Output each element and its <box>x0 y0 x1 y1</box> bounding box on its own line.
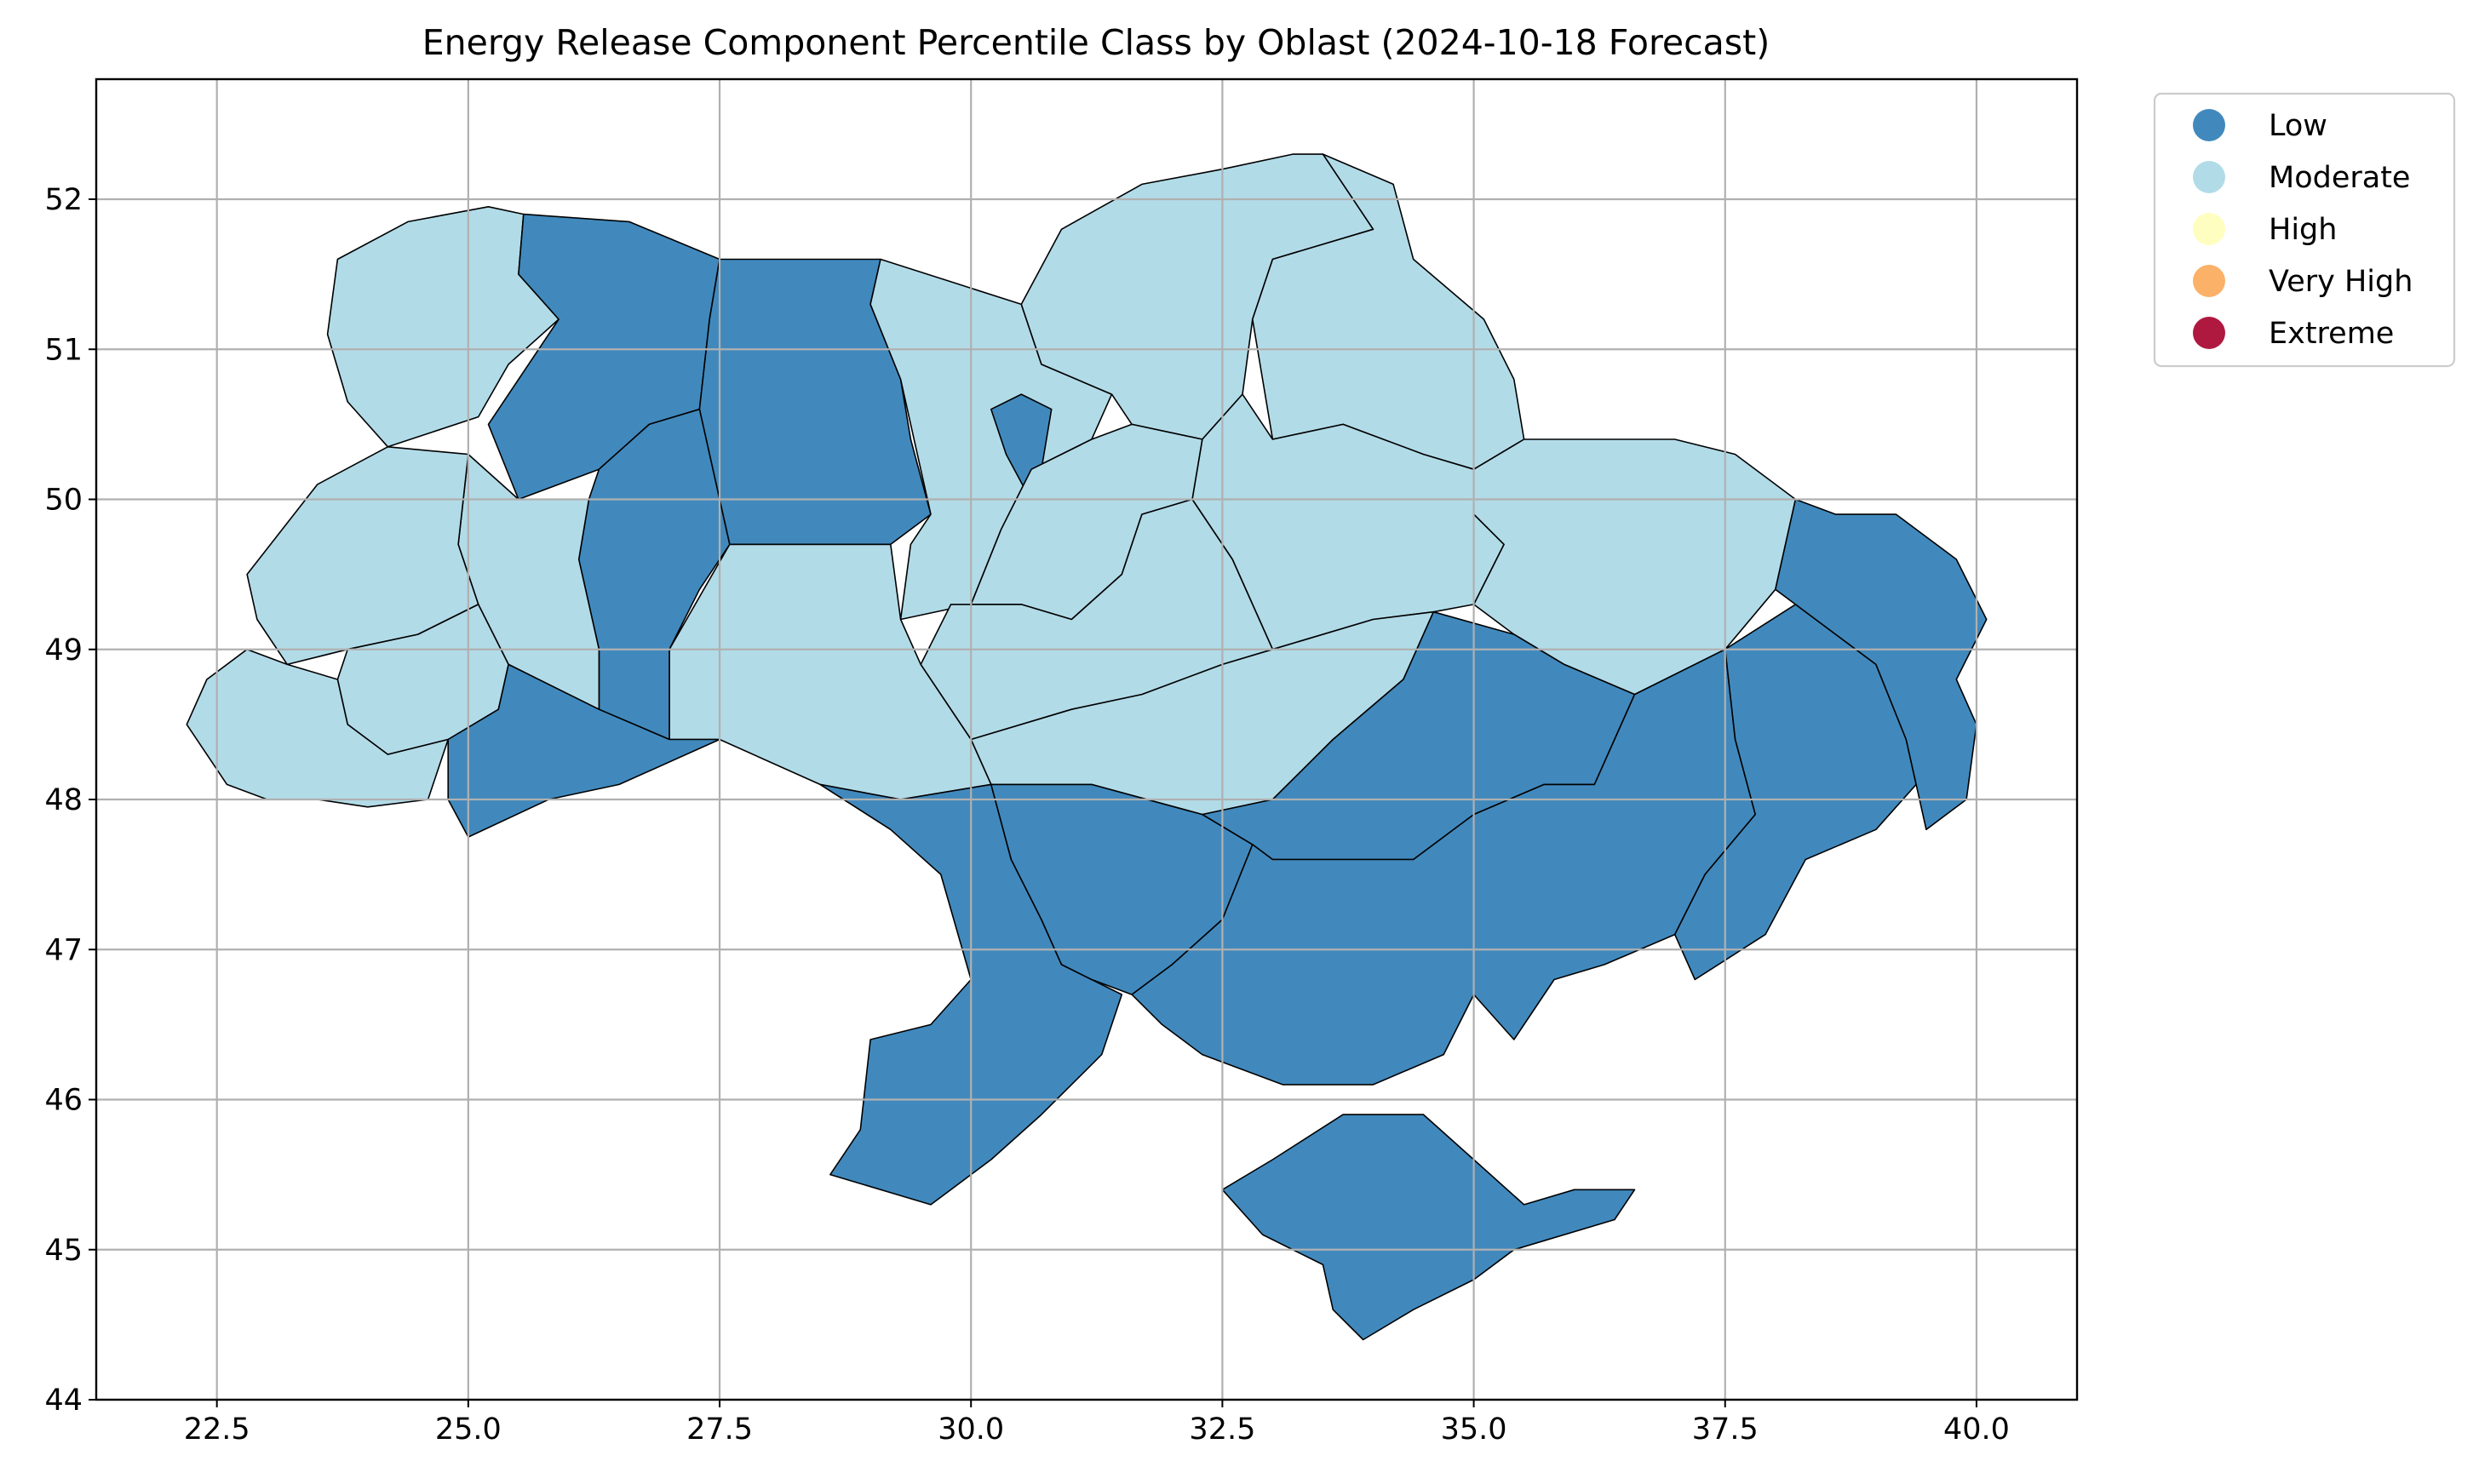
legend-box <box>2153 92 2456 368</box>
x-tick-label: 37.5 <box>1692 1412 1759 1447</box>
x-axis: 22.5 25.0 27.5 30.0 32.5 35.0 37.5 40.0 <box>184 1400 2010 1447</box>
legend-marker <box>2193 161 2225 193</box>
legend-marker <box>2193 109 2225 141</box>
y-tick-label: 45 <box>44 1234 83 1268</box>
y-tick-label: 50 <box>44 484 83 518</box>
plot-area: 22.5 25.0 27.5 30.0 32.5 35.0 37.5 40.0 4445464… <box>44 77 2079 1447</box>
x-tick-label: 30.0 <box>938 1412 1004 1447</box>
legend-marker <box>2193 317 2225 349</box>
x-tick-label: 25.0 <box>435 1412 502 1447</box>
legend-label: Moderate <box>2269 161 2410 195</box>
x-tick-label: 40.0 <box>1943 1412 2010 1447</box>
legend-marker <box>2193 213 2225 245</box>
y-tick-label: 46 <box>44 1084 83 1118</box>
legend-marker <box>2193 265 2225 297</box>
y-tick-label: 49 <box>44 633 83 668</box>
y-tick-label: 47 <box>44 933 83 967</box>
legend-label: Very High <box>2269 265 2413 299</box>
legend-label: Low <box>2269 109 2327 143</box>
chart-title: Energy Release Component Percentile Clas… <box>422 22 1770 63</box>
y-tick-label: 44 <box>44 1384 83 1418</box>
legend-items: Low Moderate High Very High Extreme <box>2193 109 2413 351</box>
grid-layer <box>96 79 2077 1401</box>
x-tick-label: 22.5 <box>184 1412 250 1447</box>
legend: Low Moderate High Very High Extreme <box>2153 92 2456 368</box>
oblast-region-27 <box>1221 1114 1636 1341</box>
y-tick-label: 51 <box>44 333 83 367</box>
x-tick-label: 27.5 <box>686 1412 753 1447</box>
legend-label: High <box>2269 213 2337 247</box>
oblast-region-1 <box>326 206 559 448</box>
y-tick-label: 52 <box>44 183 83 217</box>
legend-label: Extreme <box>2269 317 2394 351</box>
x-tick-label: 35.0 <box>1441 1412 1507 1447</box>
x-tick-label: 32.5 <box>1189 1412 1255 1447</box>
plot-frame <box>95 77 2079 1401</box>
y-axis: 44 45 46 47 48 49 50 51 52 <box>44 183 96 1418</box>
y-tick-label: 48 <box>44 783 83 817</box>
